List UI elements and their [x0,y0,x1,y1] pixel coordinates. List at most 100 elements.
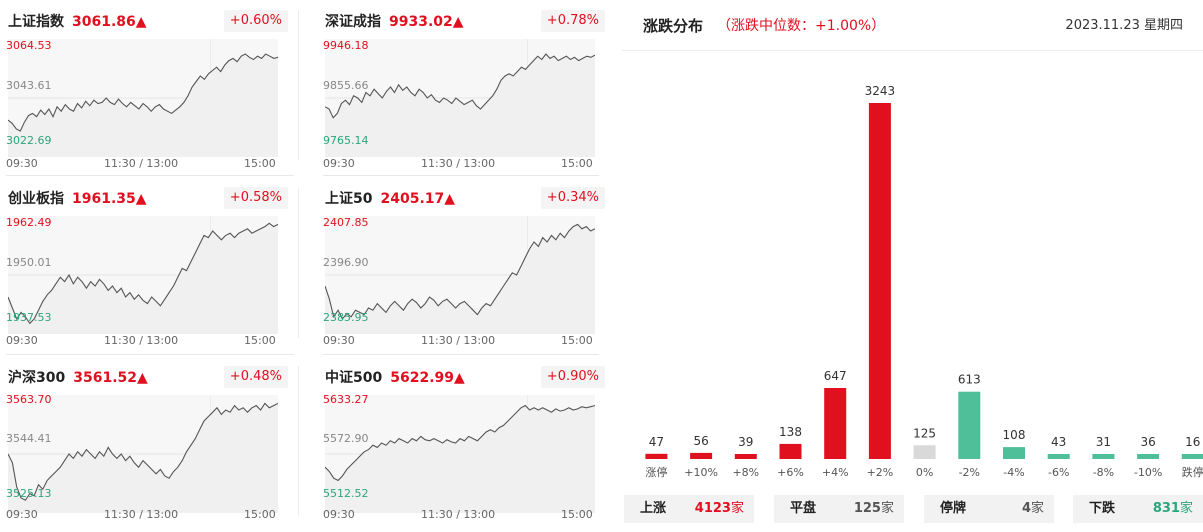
price-line [325,53,595,119]
high-value-label: 3064.53 [6,39,52,52]
bar-0 [645,453,668,459]
price-area [8,54,278,157]
category-label: +6% [777,466,804,479]
index-price: 3561.52▲ [73,370,148,386]
bar-value-label: 613 [958,373,981,387]
summary-fall: 下跌 831家 [1073,495,1203,523]
row-divider [6,354,294,355]
time-end-label: 15:00 [561,334,593,347]
index-price: 9933.02▲ [389,14,464,30]
index-line-chart [8,395,278,513]
category-label: -6% [1048,466,1069,479]
time-start-label: 09:30 [323,508,355,521]
price-area [325,224,595,334]
row-divider [6,175,294,176]
time-middle-label: 11:30 / 13:00 [421,334,496,347]
category-label: -8% [1093,466,1114,479]
mid-value-label: 3043.61 [6,79,52,92]
index-change-badge: +0.60% [223,10,288,32]
time-start-label: 09:30 [323,157,355,170]
high-value-label: 9946.18 [323,39,369,52]
category-label: 涨停 [645,465,667,479]
price-area [8,403,278,513]
category-label: -2% [959,466,980,479]
index-name: 创业板指 [8,191,64,207]
high-value-label: 1962.49 [6,216,52,229]
bar-value-label: 647 [824,369,847,383]
row-divider [323,354,599,355]
time-start-label: 09:30 [6,508,38,521]
bar-value-label: 108 [1003,428,1026,442]
time-middle-label: 11:30 / 13:00 [104,508,179,521]
index-line-chart [325,395,595,513]
price-line [325,404,595,482]
index-panel-szse[interactable]: 深证成指 9933.02▲ +0.78% 9946.18 9855.66 9765… [323,6,609,176]
index-header: 深证成指 9933.02▲ +0.78% [325,10,605,34]
rise-unit: 家 [730,501,744,516]
index-name: 中证500 [325,370,383,386]
index-change-badge: +0.78% [540,10,605,32]
low-value-label: 5512.52 [323,487,369,500]
column-divider [298,188,299,338]
high-value-label: 5633.27 [323,393,369,406]
index-name: 深证成指 [325,14,381,30]
bar-2 [734,454,757,459]
rise-label: 上涨 [640,501,667,516]
mid-value-label: 9855.66 [323,79,369,92]
distribution-median-subtitle: （涨跌中位数：+1.00%） [717,18,886,34]
index-price: 5622.99▲ [390,370,465,386]
halt-label: 停牌 [940,501,967,516]
bar-value-label: 31 [1096,435,1111,449]
trading-date: 2023.11.23 星期四 [1065,18,1183,33]
distribution-title: 涨跌分布 [643,17,704,35]
index-panel-csi300[interactable]: 沪深300 3561.52▲ +0.48% 3563.70 3544.41 352… [6,362,292,532]
category-label: +10% [684,466,718,479]
bar-value-label: 43 [1051,435,1066,449]
price-line [8,402,278,501]
mid-value-label: 5572.90 [323,432,369,445]
time-end-label: 15:00 [561,157,593,170]
category-label: -10% [1134,466,1162,479]
index-header: 上证指数 3061.86▲ +0.60% [8,10,288,34]
rise-count: 4123 [694,501,731,516]
index-price: 3061.86▲ [72,14,147,30]
index-line-chart [8,39,278,157]
price-area [325,405,595,513]
bar-7 [958,391,981,459]
time-middle-label: 11:30 / 13:00 [104,334,179,347]
high-value-label: 3563.70 [6,393,52,406]
bar-5 [868,103,891,459]
bar-value-label: 3243 [865,84,896,98]
bar-value-label: 36 [1140,435,1155,449]
time-start-label: 09:30 [6,334,38,347]
index-panel-csi500[interactable]: 中证500 5622.99▲ +0.90% 5633.27 5572.90 551… [323,362,609,532]
index-panel-sse[interactable]: 上证指数 3061.86▲ +0.60% 3064.53 3043.61 3022… [6,6,292,176]
index-panel-chinext[interactable]: 创业板指 1961.35▲ +0.58% 1962.49 1950.01 1937… [6,183,292,353]
category-label: +8% [732,466,759,479]
halt-unit: 家 [1030,501,1044,516]
fall-label: 下跌 [1089,501,1116,516]
index-name: 沪深300 [8,370,66,386]
price-area [325,54,595,157]
high-value-label: 2407.85 [323,216,369,229]
time-end-label: 15:00 [244,157,276,170]
price-area [8,223,278,334]
time-middle-label: 11:30 / 13:00 [421,508,496,521]
column-divider [298,366,299,516]
summary-rise: 上涨 4123家 [624,495,754,523]
mid-value-label: 1950.01 [6,256,52,269]
low-value-label: 9765.14 [323,134,369,147]
time-end-label: 15:00 [561,508,593,521]
bar-3 [779,443,802,459]
index-panel-sse50[interactable]: 上证50 2405.17▲ +0.34% 2407.85 2396.90 2385… [323,183,609,353]
price-line [325,223,595,321]
index-header: 沪深300 3561.52▲ +0.48% [8,366,288,390]
category-label: 跌停 [1182,465,1203,479]
bar-12 [1181,454,1203,459]
bar-11 [1137,454,1160,459]
index-header: 创业板指 1961.35▲ +0.58% [8,187,288,211]
index-line-chart [325,39,595,157]
category-label: 0% [916,466,933,479]
time-start-label: 09:30 [323,334,355,347]
fall-unit: 家 [1179,501,1193,516]
